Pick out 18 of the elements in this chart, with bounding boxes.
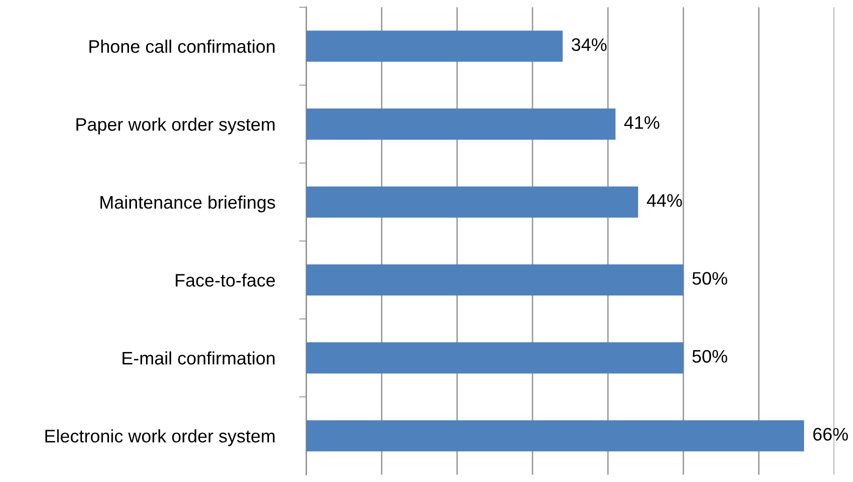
data-label: 41% — [624, 116, 660, 129]
bar — [306, 30, 563, 62]
y-tick-label: E-mail confirmation — [122, 351, 275, 365]
data-label: 34% — [572, 38, 607, 52]
data-label: 50% — [692, 350, 728, 363]
bar — [306, 420, 804, 452]
bar — [306, 108, 616, 140]
bar — [306, 342, 684, 374]
y-tick-label: Maintenance briefings — [100, 195, 276, 212]
y-tick-label: Phone call confirmation — [89, 40, 275, 53]
data-label: 50% — [692, 272, 728, 285]
y-tick-label: Electronic work order system — [45, 429, 274, 446]
y-tick-label: Paper work order system — [76, 118, 274, 134]
y-tick-label: Face-to-face — [176, 273, 275, 287]
bar — [306, 264, 684, 296]
bar — [306, 186, 638, 218]
data-label: 66% — [813, 428, 848, 441]
data-label: 44% — [646, 194, 682, 207]
